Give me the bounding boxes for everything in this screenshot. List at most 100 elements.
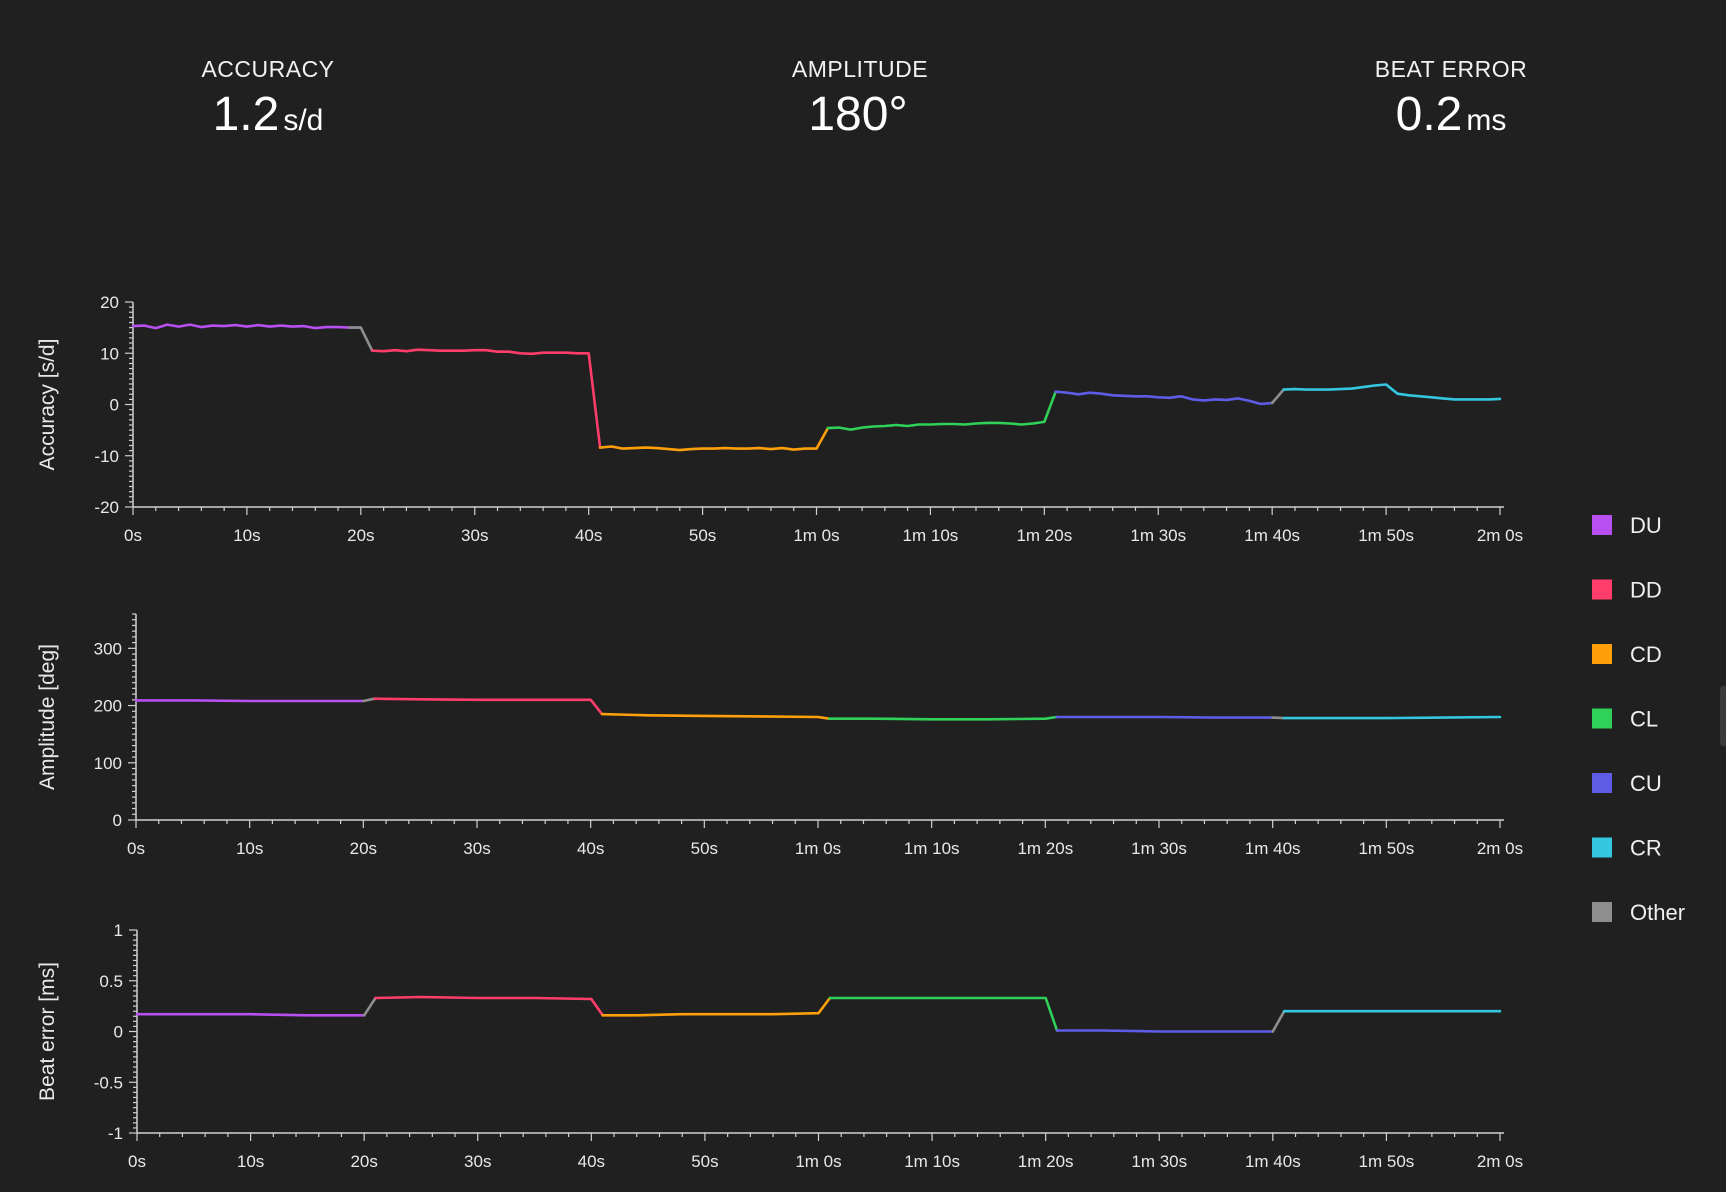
legend-swatch-dd: [1592, 579, 1612, 600]
x-tick-label: 1m 50s: [1358, 526, 1414, 545]
panel-resize-handle[interactable]: [1720, 686, 1726, 746]
x-tick-label: 40s: [578, 1152, 605, 1171]
x-tick-label: 1m 0s: [793, 526, 839, 545]
x-tick-label: 2m 0s: [1477, 839, 1523, 858]
series-line-other: [361, 697, 377, 703]
x-tick-label: 1m 0s: [795, 839, 841, 858]
series-line-dd: [373, 697, 604, 716]
series-line-cl: [826, 390, 1057, 431]
x-tick-label: 10s: [233, 526, 260, 545]
y-tick-label: 0: [113, 811, 122, 830]
x-tick-label: 1m 40s: [1245, 1152, 1301, 1171]
accuracy-unit: s/d: [283, 104, 324, 137]
legend-swatch-cr: [1592, 837, 1612, 858]
x-tick-label: 1m 10s: [904, 839, 960, 858]
x-tick-label: 1m 30s: [1131, 839, 1187, 858]
legend-label-du: DU: [1630, 513, 1662, 538]
series-line-cd: [601, 996, 832, 1017]
beat-error-unit: ms: [1466, 104, 1507, 137]
x-tick-label: 0s: [128, 1152, 146, 1171]
legend-swatch-du: [1592, 515, 1612, 535]
series-line-cu: [1055, 715, 1274, 719]
x-tick-label: 0s: [127, 839, 145, 858]
amplitude-chart: 0s 10s 20s 30s 40s 50s 1m 0s 1m 10s 1m 20s 1m 30s…: [36, 613, 1523, 858]
x-tick-label: 1m 40s: [1245, 839, 1301, 858]
x-tick-label: 1m 50s: [1358, 839, 1414, 858]
amplitude-value: 180°: [808, 88, 908, 141]
x-tick-label: 50s: [691, 839, 718, 858]
y-axis-title: Amplitude [deg]: [36, 644, 59, 790]
y-tick-label: -0.5: [94, 1073, 123, 1092]
beat-error-value-line: 0.2 ms: [1291, 89, 1611, 147]
y-tick-label: 0: [110, 396, 119, 415]
series-line-other: [1270, 388, 1285, 405]
y-tick-label: -10: [94, 447, 119, 466]
y-axis-title: Accuracy [s/d]: [36, 339, 59, 471]
accuracy-value-line: 1.2 s/d: [108, 89, 428, 147]
y-tick-label: 200: [94, 697, 122, 716]
amplitude-label: AMPLITUDE: [791, 56, 929, 82]
series-line-other: [1271, 1009, 1286, 1033]
x-tick-label: 2m 0s: [1477, 1152, 1523, 1171]
x-tick-label: 40s: [575, 526, 602, 545]
legend-swatch-cu: [1592, 773, 1612, 793]
accuracy-chart: 0s 10s 20s 30s 40s 50s 1m 0s 1m 10s 1m 20s 1m 30s…: [36, 293, 1523, 545]
legend-label-cr: CR: [1630, 836, 1662, 861]
x-tick-label: 1m 20s: [1018, 1152, 1074, 1171]
beat-error-label: BEAT ERROR: [1374, 56, 1528, 82]
legend-swatch-cl: [1592, 708, 1612, 729]
series-line-cd: [600, 712, 831, 721]
series-line-cl: [828, 996, 1059, 1032]
legend: DU DD CD CL CU CR Other: [1592, 513, 1685, 925]
y-tick-label: 10: [100, 344, 119, 363]
x-tick-label: 40s: [577, 839, 604, 858]
beat-error-chart: 0s 10s 20s 30s 40s 50s 1m 0s 1m 10s 1m 20s 1m 30s…: [36, 921, 1523, 1171]
x-tick-label: 0s: [124, 526, 142, 545]
x-tick-label: 1m 0s: [795, 1152, 841, 1171]
x-tick-label: 1m 20s: [1017, 839, 1073, 858]
x-tick-label: 1m 10s: [903, 526, 959, 545]
y-axis-title: Beat error [ms]: [36, 962, 59, 1101]
y-tick-label: 0: [114, 1023, 123, 1042]
accuracy-metric: ACCURACY 1.2 s/d: [108, 56, 428, 147]
x-tick-label: 20s: [350, 1152, 377, 1171]
x-tick-label: 1m 10s: [904, 1152, 960, 1171]
series-line-dd: [370, 348, 602, 449]
series-line-du: [135, 1012, 366, 1017]
x-tick-label: 2m 0s: [1477, 526, 1523, 545]
amplitude-metric: AMPLITUDE 180°: [700, 56, 1020, 147]
series-line-cu: [1054, 390, 1274, 406]
y-tick-label: -1: [108, 1124, 123, 1143]
y-tick-label: 0.5: [99, 972, 123, 991]
series-line-dd: [374, 995, 605, 1017]
legend-swatch-other: [1592, 902, 1612, 922]
x-tick-label: 1m 30s: [1131, 1152, 1187, 1171]
series-line-other: [362, 996, 377, 1017]
amplitude-value-line: 180°: [700, 89, 1020, 147]
x-tick-label: 10s: [237, 1152, 264, 1171]
x-tick-label: 10s: [236, 839, 263, 858]
y-tick-label: 100: [94, 754, 122, 773]
series-line-cd: [598, 426, 830, 452]
series-line-cu: [1055, 1029, 1275, 1033]
x-tick-label: 50s: [689, 526, 716, 545]
x-tick-label: 20s: [347, 526, 374, 545]
series-line-cr: [1282, 715, 1502, 720]
accuracy-label: ACCURACY: [201, 56, 335, 82]
legend-label-other: Other: [1630, 900, 1685, 925]
x-tick-label: 1m 30s: [1130, 526, 1186, 545]
x-tick-label: 1m 50s: [1359, 1152, 1415, 1171]
series-line-du: [134, 699, 365, 703]
y-tick-label: 1: [114, 921, 123, 940]
y-tick-label: 300: [94, 639, 122, 658]
y-tick-label: -20: [94, 498, 119, 517]
legend-label-dd: DD: [1630, 578, 1662, 603]
beat-error-value: 0.2: [1395, 88, 1463, 141]
x-tick-label: 30s: [464, 1152, 491, 1171]
series-line-du: [131, 323, 363, 330]
legend-swatch-cd: [1592, 644, 1612, 664]
series-line-other: [348, 326, 374, 353]
legend-label-cu: CU: [1630, 771, 1662, 796]
series-line-cl: [828, 715, 1058, 721]
